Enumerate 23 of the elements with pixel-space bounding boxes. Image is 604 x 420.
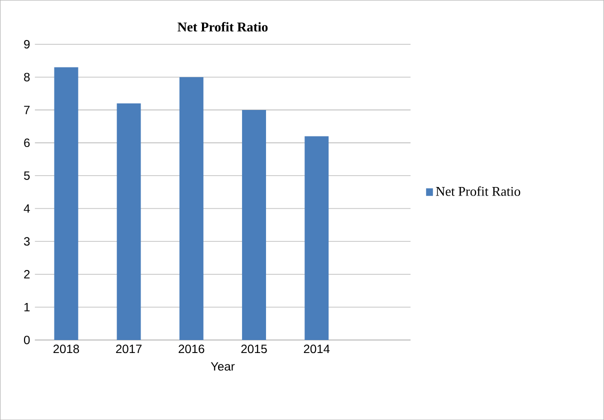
y-tick-label: 0 [24,336,30,344]
y-tick-label: 8 [24,72,30,82]
x-tick-label: 2018 [53,344,80,354]
x-tick-label: 2015 [241,344,267,354]
y-tick-label: 4 [24,204,30,213]
chart-title: Net Profit Ratio [178,22,268,32]
y-tick-label: 7 [24,106,30,114]
legend-label: Net Profit Ratio [436,186,520,196]
bar [179,77,204,340]
y-tick-label: 2 [24,270,30,278]
x-tick-label: 2014 [304,344,330,354]
bar [242,110,266,340]
y-tick-label: 5 [24,171,30,180]
bar [304,136,329,340]
y-tick-label: 6 [24,138,30,147]
x-tick-label: 2016 [178,344,204,354]
y-tick-label: 3 [24,237,30,246]
bar [116,103,141,340]
bar [54,67,78,340]
x-tick-label: 2017 [116,344,142,354]
x-axis-title: Year [210,362,235,371]
y-tick-label: 9 [24,40,30,48]
y-tick-label: 1 [24,302,30,312]
